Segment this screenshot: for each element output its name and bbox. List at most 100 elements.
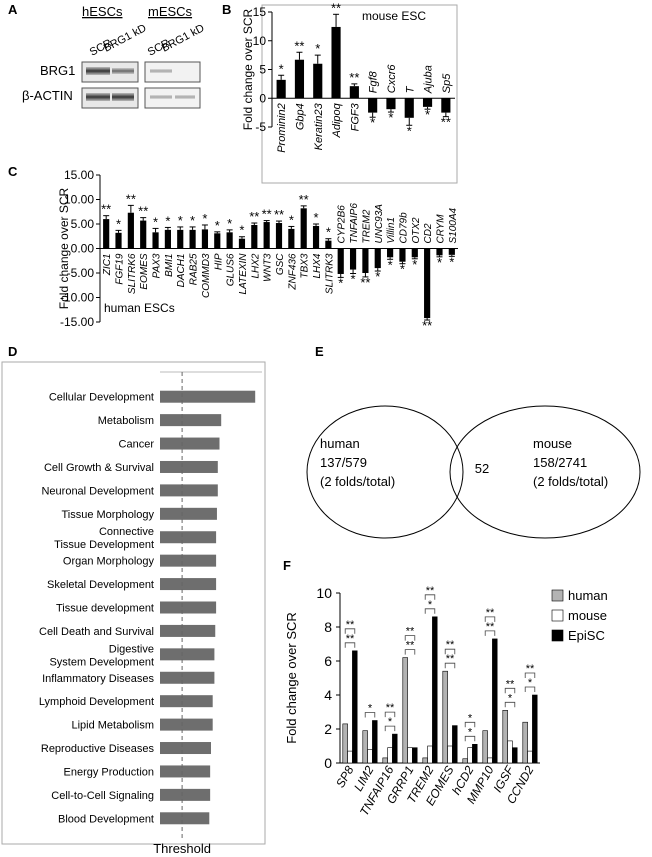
bar: [349, 86, 359, 99]
category-label: Cell Growth & Survival: [44, 462, 154, 474]
category-label: Blood Development: [58, 813, 154, 825]
bar: [226, 232, 233, 249]
bar: [238, 238, 246, 249]
bar: [382, 757, 388, 764]
venn-circle: [449, 405, 641, 539]
y-tick-label: -10.00: [60, 291, 94, 305]
bar: [368, 98, 378, 113]
x-tick-label: UNC93A: [374, 204, 385, 244]
bar: [442, 670, 448, 764]
significance: **: [506, 678, 515, 690]
x-tick-label: COMMD3: [201, 253, 212, 298]
bracket: [404, 635, 416, 641]
significance: *: [528, 677, 533, 689]
significance: *: [279, 61, 284, 76]
bar: [422, 98, 433, 107]
x-tick-label: T: [404, 85, 416, 93]
bar: [160, 507, 217, 520]
significance: **: [249, 209, 259, 224]
category-label: Energy Production: [64, 766, 155, 778]
significance: **: [101, 202, 111, 217]
bracket: [484, 630, 496, 636]
bar: [160, 648, 215, 661]
y-tick-label: 4: [324, 687, 332, 703]
legend-text: mouse ESC: [362, 9, 426, 23]
category-label: Cell Death and Survival: [39, 626, 154, 638]
bracket: [504, 701, 516, 708]
bracket: [404, 649, 416, 655]
x-tick-label: TNFAIP6: [349, 203, 360, 244]
x-tick-label: RAB25: [189, 253, 200, 285]
bar: [160, 601, 217, 614]
x-tick-label: Fgf8: [368, 70, 380, 93]
significance: **: [274, 207, 284, 222]
x-tick-label: LHX4: [312, 253, 323, 278]
y-tick-label: 10: [253, 34, 267, 48]
bar: [160, 624, 216, 637]
x-tick-label: Adipoq: [331, 102, 343, 138]
significance: *: [388, 257, 393, 272]
significance: **: [486, 621, 495, 633]
bar: [362, 248, 369, 273]
venn-circle: [306, 405, 464, 539]
x-tick-label: SLITRK3: [324, 253, 335, 294]
bar: [407, 747, 413, 764]
significance: *: [407, 123, 412, 138]
legend-swatch: [551, 629, 564, 642]
x-tick-label: Gbp4: [294, 103, 306, 130]
significance: **: [446, 639, 455, 651]
bar: [115, 232, 122, 249]
bar: [492, 638, 498, 764]
legend-label: EpiSC: [568, 628, 605, 643]
bar: [399, 248, 406, 262]
significance: *: [468, 712, 473, 724]
bracket: [424, 594, 436, 600]
y-axis-label: Fold change over SCR: [284, 612, 299, 744]
category-label: Cell-to-Cell Signaling: [51, 790, 154, 802]
x-tick-label: S100A4: [448, 207, 459, 243]
x-tick-label: WNT3: [263, 253, 274, 282]
significance: *: [468, 726, 473, 738]
venn-label: mouse: [533, 436, 572, 451]
panel-label: F: [283, 558, 291, 573]
y-tick-label: 10: [316, 585, 332, 601]
x-tick-label: ZNF436: [287, 253, 298, 291]
significance: *: [116, 216, 121, 231]
venn-label: (2 folds/total): [533, 474, 608, 489]
bar: [392, 733, 398, 764]
significance: **: [349, 70, 359, 85]
significance: *: [165, 213, 170, 228]
bar: [349, 248, 357, 270]
bar: [527, 750, 533, 764]
y-tick-label: -15.00: [60, 315, 94, 329]
bar: [447, 745, 453, 764]
bar: [337, 248, 344, 274]
category-label: Skeletal Development: [47, 579, 154, 591]
bar: [276, 79, 286, 99]
y-tick-label: -5.00: [67, 266, 95, 280]
bracket: [524, 686, 536, 692]
bracket: [364, 712, 376, 718]
x-tick-label: LHX2: [250, 253, 261, 278]
bar: [160, 437, 220, 450]
significance: *: [428, 599, 433, 611]
x-tick-label: BMI1: [164, 254, 175, 277]
significance: **: [526, 663, 535, 675]
x-tick-label: CYP2B6: [337, 205, 348, 244]
bar: [312, 225, 320, 249]
venn-label: human: [320, 436, 360, 451]
significance: **: [426, 585, 435, 597]
bar: [347, 750, 353, 764]
x-tick-label: CD2: [423, 223, 434, 243]
category-label: Cancer: [119, 439, 155, 451]
bar: [160, 578, 217, 591]
bracket: [464, 721, 476, 728]
bar: [422, 757, 428, 764]
bar: [288, 228, 295, 249]
bar: [201, 229, 209, 249]
x-tick-label: PAX3: [152, 253, 163, 278]
significance: *: [215, 218, 220, 233]
significance: *: [388, 110, 393, 125]
bar: [472, 743, 478, 764]
significance: *: [388, 716, 393, 728]
